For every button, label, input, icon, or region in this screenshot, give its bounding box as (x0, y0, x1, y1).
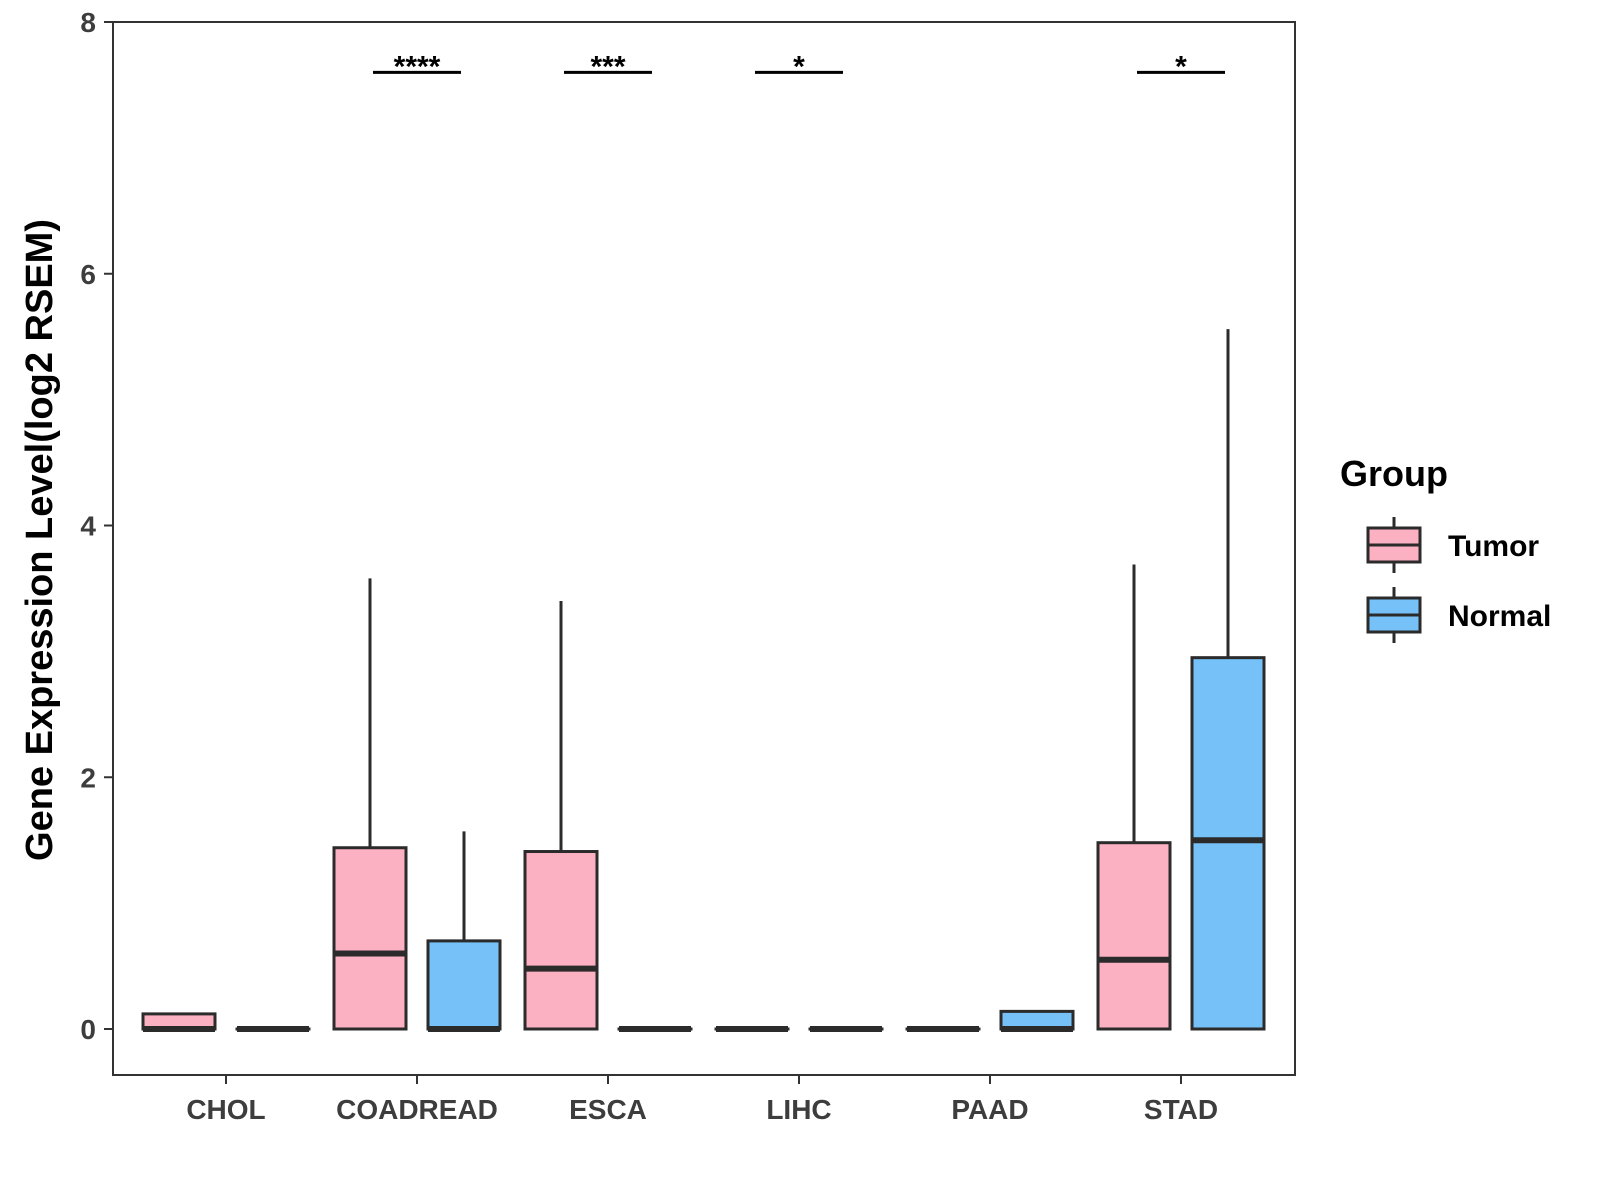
y-tick-label: 6 (80, 259, 96, 290)
y-tick-label: 8 (80, 7, 96, 38)
legend-entries: Tumor Normal (1366, 517, 1551, 643)
box-tumor-stad (1096, 564, 1172, 1031)
box-tumor-esca (523, 601, 599, 1031)
x-tick-label: LIHC (766, 1094, 831, 1125)
box-tumor-coadread (332, 578, 408, 1031)
box-body (1096, 841, 1172, 1031)
box-normal-paad (999, 1009, 1075, 1032)
significance-label: *** (590, 50, 625, 83)
box-body (1190, 656, 1266, 1031)
legend-label: Normal (1448, 600, 1551, 633)
axis-layer: 0 2 4 6 8 CHOL COADREAD ESCA LIHC PAAD STAD (80, 7, 1218, 1125)
x-tick-label: ESCA (569, 1094, 647, 1125)
legend-item-normal: Normal (1366, 587, 1551, 643)
legend-item-tumor: Tumor (1366, 517, 1539, 573)
x-tick-label: PAAD (951, 1094, 1028, 1125)
box-layer (141, 329, 1266, 1032)
box-body (523, 850, 599, 1031)
legend-title: Group (1340, 453, 1448, 494)
box-body (332, 846, 408, 1031)
y-tick-label: 4 (80, 511, 96, 542)
y-axis-title: Gene Expression Level(log2 RSEM) (19, 219, 61, 861)
y-tick-label: 0 (80, 1014, 96, 1045)
box-normal-coadread (426, 831, 502, 1032)
x-tick-label: CHOL (186, 1094, 265, 1125)
significance-label: **** (394, 50, 441, 83)
box-body (426, 939, 502, 1031)
significance-label: * (1175, 50, 1187, 83)
legend-label: Tumor (1448, 530, 1539, 563)
legend: Group Tumor Normal (1340, 453, 1551, 643)
box-tumor-chol (141, 1012, 217, 1032)
significance-label: * (793, 50, 805, 83)
significance-layer: **** *** * * (373, 50, 1225, 83)
box-normal-stad (1190, 329, 1266, 1031)
y-tick-label: 2 (80, 762, 96, 793)
x-tick-label: COADREAD (336, 1094, 498, 1125)
x-tick-label: STAD (1144, 1094, 1218, 1125)
